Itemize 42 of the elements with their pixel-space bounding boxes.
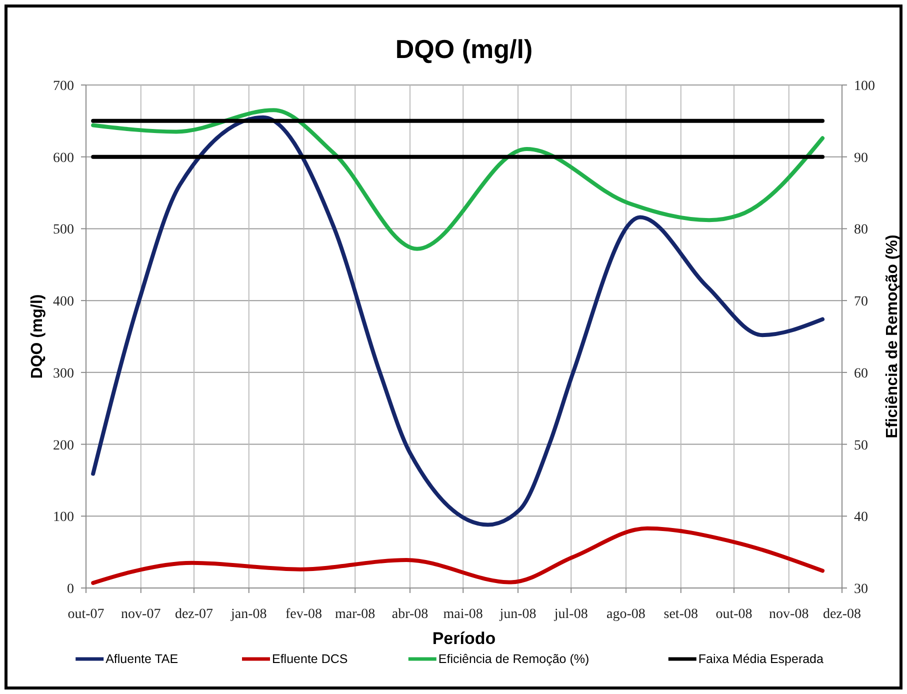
chart-title: DQO (mg/l) xyxy=(395,34,533,64)
legend-label: Afluente TAE xyxy=(106,652,178,666)
y-tick-label: 200 xyxy=(53,438,74,454)
y-tick-label: 100 xyxy=(53,510,74,526)
x-tick-label: mai-08 xyxy=(443,607,483,622)
x-tick-label: out-08 xyxy=(716,607,752,622)
y-tick-label: 300 xyxy=(53,366,74,382)
y-axis-title: DQO (mg/l) xyxy=(29,294,46,379)
legend-label: Efluente DCS xyxy=(272,652,348,666)
x-tick-label: jan-08 xyxy=(230,607,267,622)
x-tick-label: ago-08 xyxy=(606,607,646,622)
y-tick-label: 700 xyxy=(53,79,74,94)
x-tick-label: set-08 xyxy=(664,607,698,622)
x-axis-title: Período xyxy=(432,629,496,648)
y2-tick-label: 90 xyxy=(854,150,868,166)
y2-tick-label: 100 xyxy=(854,79,875,94)
y2-tick-label: 30 xyxy=(854,582,868,597)
x-tick-label: dez-07 xyxy=(174,607,214,622)
x-tick-label: jun-08 xyxy=(498,607,536,622)
x-tick-label: out-07 xyxy=(68,607,104,622)
x-tick-label: dez-08 xyxy=(822,607,862,622)
x-tick-label: abr-08 xyxy=(392,607,428,622)
y-tick-label: 0 xyxy=(67,582,74,597)
x-tick-label: mar-08 xyxy=(335,607,376,622)
y2-tick-label: 80 xyxy=(854,222,868,238)
x-tick-label: nov-07 xyxy=(121,607,161,622)
y-tick-label: 500 xyxy=(53,222,74,238)
y2-axis-title: Eficiência de Remoção (%) xyxy=(884,234,901,438)
y2-tick-label: 60 xyxy=(854,366,868,382)
x-tick-label: fev-08 xyxy=(285,607,322,622)
y2-tick-label: 70 xyxy=(854,294,868,310)
legend-label: Faixa Média Esperada xyxy=(698,652,824,666)
y2-tick-label: 40 xyxy=(854,510,868,526)
x-tick-label: nov-08 xyxy=(769,607,809,622)
legend-label: Eficiência de Remoção (%) xyxy=(438,652,590,666)
y-tick-label: 600 xyxy=(53,150,74,166)
y2-tick-label: 50 xyxy=(854,438,868,454)
line-series xyxy=(91,526,825,585)
x-tick-label: jul-08 xyxy=(553,607,588,622)
y-tick-label: 400 xyxy=(53,294,74,310)
line-series xyxy=(91,108,825,251)
line-series xyxy=(91,115,825,527)
